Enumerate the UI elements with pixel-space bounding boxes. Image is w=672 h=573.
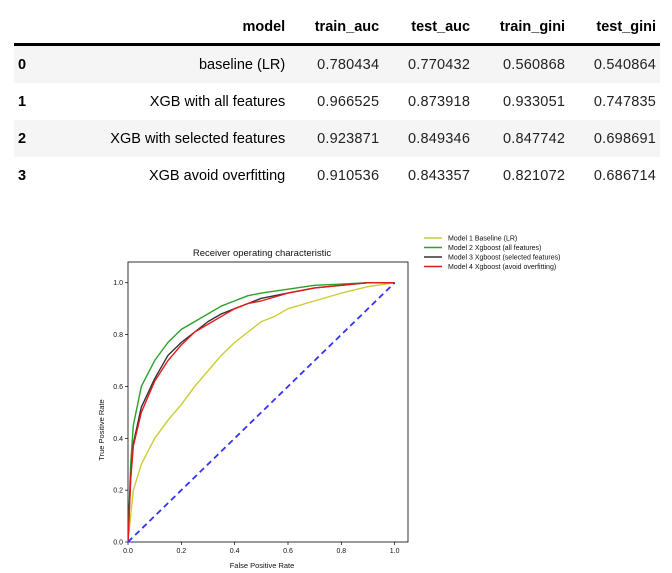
y-tick-label: 0.6 [113, 384, 123, 391]
y-tick-label: 0.0 [113, 540, 123, 547]
series-line-model-4 [128, 282, 395, 542]
legend-label: Model 1 Baseline (LR) [448, 236, 517, 243]
row-index: 0 [14, 44, 52, 83]
x-tick-label: 1.0 [390, 548, 400, 555]
test-gini-cell: 0.686714 [593, 167, 656, 184]
test-gini-cell: 0.540864 [569, 44, 660, 83]
test-auc-cell: 0.770432 [383, 44, 475, 83]
x-tick-label: 0.8 [336, 548, 346, 555]
test-gini-cell: 0.747835 [593, 93, 656, 110]
table-row: 0 baseline (LR) 0.780434 0.770432 0.5608… [14, 44, 660, 83]
plot-area: 0.0 0.2 0.4 0.6 0.8 1.0 0.0 0.2 0.4 0.6 0.8 1.0 Mode… [113, 236, 560, 556]
model-cell: baseline (LR) [52, 44, 290, 83]
test-auc-cell: 0.843357 [408, 167, 471, 184]
x-tick-label: 0.0 [123, 548, 133, 555]
legend: Model 1 Baseline (LR) Model 2 Xgboost (al… [424, 236, 560, 271]
train-gini-cell: 0.847742 [474, 120, 570, 157]
train-auc-cell: 0.780434 [289, 44, 384, 83]
row-index: 3 [18, 167, 27, 184]
model-cell: XGB with all features [149, 93, 286, 110]
y-tick-label: 0.2 [113, 488, 123, 495]
x-tick-label: 0.6 [283, 548, 293, 555]
legend-label: Model 2 Xgboost (all features) [448, 245, 541, 252]
row-index: 2 [14, 120, 52, 157]
roc-chart: Receiver operating characteristic False … [97, 236, 560, 571]
table-row: 2 XGB with selected features 0.923871 0.… [14, 120, 660, 157]
table-row: 3 XGB avoid overfitting 0.910536 0.84335… [14, 157, 660, 194]
series-line-model-2 [128, 282, 395, 542]
column-header: train_gini [474, 10, 570, 46]
train-auc-cell: 0.910536 [317, 167, 380, 184]
train-gini-cell: 0.933051 [503, 93, 566, 110]
model-cell: XGB with selected features [52, 120, 290, 157]
results-table: model train_auc test_auc train_gini test… [14, 10, 660, 194]
legend-label: Model 3 Xgboost (selected features) [448, 255, 560, 262]
x-tick-label: 0.4 [230, 548, 240, 555]
train-auc-cell: 0.966525 [317, 93, 380, 110]
row-index: 1 [18, 93, 27, 110]
train-auc-cell: 0.923871 [289, 120, 384, 157]
table-row: 1 XGB with all features 0.966525 0.87391… [14, 83, 660, 120]
y-tick-label: 0.4 [113, 436, 123, 443]
x-tick-label: 0.2 [176, 548, 186, 555]
column-header: test_gini [569, 10, 660, 46]
model-cell: XGB avoid overfitting [148, 167, 286, 184]
chart-title: Receiver operating characteristic [193, 248, 332, 259]
plot-frame [127, 261, 409, 543]
table-header-row: model train_auc test_auc train_gini test… [14, 10, 660, 46]
train-gini-cell: 0.560868 [474, 44, 570, 83]
x-axis-label: False Positive Rate [230, 561, 295, 570]
y-tick-label: 0.8 [113, 332, 123, 339]
column-header: model [52, 10, 290, 46]
y-tick-label: 1.0 [113, 280, 123, 287]
y-axis-label: True Positive Rate [97, 399, 106, 460]
test-auc-cell: 0.849346 [383, 120, 475, 157]
reference-diagonal-line [127, 282, 396, 543]
test-auc-cell: 0.873918 [408, 93, 471, 110]
legend-label: Model 4 Xgboost (avoid overfitting) [448, 264, 556, 271]
column-header: train_auc [289, 10, 384, 46]
test-gini-cell: 0.698691 [569, 120, 660, 157]
column-header [14, 10, 52, 46]
train-gini-cell: 0.821072 [503, 167, 566, 184]
series-line-model-1 [128, 282, 395, 542]
column-header: test_auc [383, 10, 475, 46]
